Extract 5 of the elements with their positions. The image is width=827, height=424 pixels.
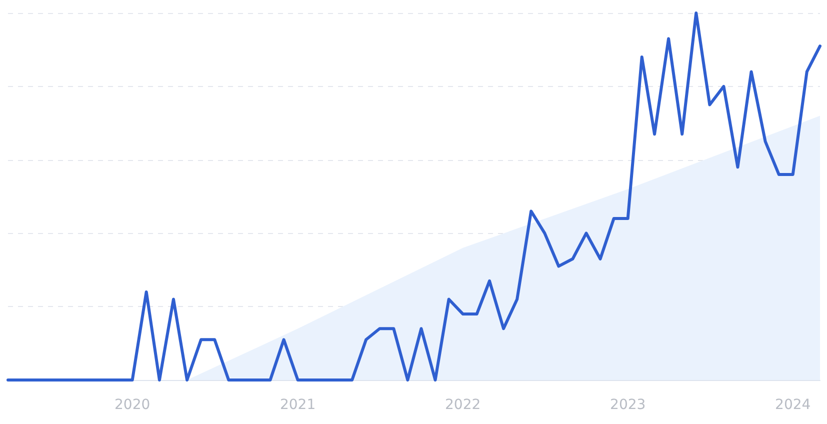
x-tick-label: 2023 — [610, 397, 646, 413]
x-tick-label: 2021 — [280, 397, 316, 413]
x-tick-label: 2024 — [775, 397, 811, 413]
x-tick-label: 2020 — [114, 397, 150, 413]
x-tick-label: 2022 — [445, 397, 481, 413]
